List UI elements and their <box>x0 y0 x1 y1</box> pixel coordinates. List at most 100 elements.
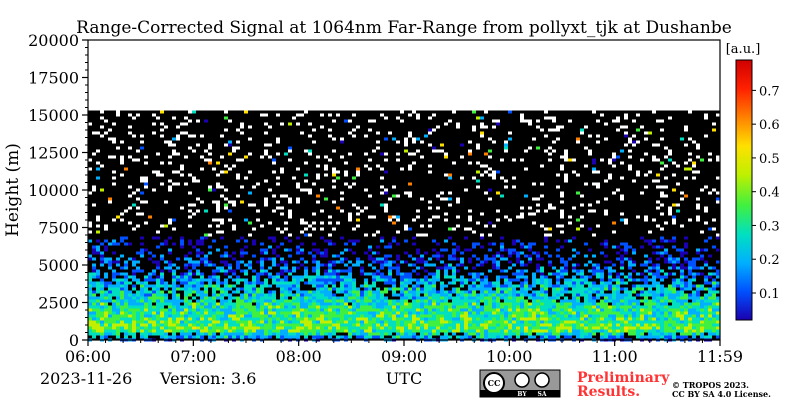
heatmap-cell <box>452 242 456 246</box>
heatmap-cell <box>160 224 164 228</box>
heatmap-cell <box>248 305 252 309</box>
heatmap-cell <box>156 329 160 333</box>
heatmap-cell <box>252 269 256 273</box>
heatmap-cell <box>128 125 132 129</box>
heatmap-cell <box>112 155 116 159</box>
heatmap-cell <box>264 257 268 261</box>
heatmap-cell <box>564 278 568 282</box>
heatmap-cell <box>516 314 520 318</box>
heatmap-cell <box>372 266 376 270</box>
heatmap-cell <box>256 305 260 309</box>
heatmap-cell <box>648 335 652 339</box>
heatmap-cell <box>124 167 128 171</box>
heatmap-cell <box>252 287 256 291</box>
heatmap-cell <box>160 284 164 288</box>
heatmap-cell <box>100 320 104 324</box>
heatmap-cell <box>492 326 496 330</box>
heatmap-cell <box>388 263 392 267</box>
heatmap-cell <box>324 197 328 201</box>
heatmap-cell <box>352 203 356 207</box>
heatmap-cell <box>140 248 144 252</box>
heatmap-cell <box>180 278 184 282</box>
heatmap-cell <box>192 335 196 339</box>
heatmap-cell <box>444 173 448 177</box>
heatmap-cell <box>568 221 572 225</box>
heatmap-cell <box>116 260 120 264</box>
heatmap-cell <box>432 146 436 150</box>
heatmap-cell <box>108 263 112 267</box>
heatmap-cell <box>592 281 596 285</box>
heatmap-cell <box>408 134 412 138</box>
heatmap-cell <box>560 257 564 261</box>
heatmap-cell <box>684 161 688 165</box>
heatmap-cell <box>500 287 504 291</box>
heatmap-cell <box>148 251 152 255</box>
heatmap-cell <box>416 317 420 321</box>
heatmap-cell <box>448 290 452 294</box>
heatmap-cell <box>688 272 692 276</box>
heatmap-cell <box>528 314 532 318</box>
heatmap-cell <box>432 293 436 297</box>
heatmap-cell <box>572 314 576 318</box>
heatmap-cell <box>184 284 188 288</box>
heatmap-cell <box>160 290 164 294</box>
heatmap-cell <box>644 185 648 189</box>
heatmap-cell <box>400 320 404 324</box>
heatmap-cell <box>380 266 384 270</box>
heatmap-cell <box>232 146 236 150</box>
heatmap-cell <box>596 308 600 312</box>
heatmap-cell <box>156 236 160 240</box>
heatmap-cell <box>648 314 652 318</box>
heatmap-cell <box>476 143 480 147</box>
heatmap-cell <box>256 314 260 318</box>
heatmap-cell <box>660 185 664 189</box>
heatmap-cell <box>660 326 664 330</box>
heatmap-cell <box>200 239 204 243</box>
heatmap-cell <box>404 308 408 312</box>
heatmap-cell <box>636 326 640 330</box>
heatmap-cell <box>240 254 244 258</box>
heatmap-cell <box>352 293 356 297</box>
heatmap-cell <box>692 176 696 180</box>
heatmap-cell <box>300 275 304 279</box>
heatmap-cell <box>700 317 704 321</box>
heatmap-cell <box>120 212 124 216</box>
heatmap-cell <box>712 284 716 288</box>
heatmap-cell <box>452 278 456 282</box>
heatmap-cell <box>116 278 120 282</box>
heatmap-cell <box>500 269 504 273</box>
heatmap-cell <box>152 278 156 282</box>
heatmap-cell <box>104 308 108 312</box>
heatmap-cell <box>112 287 116 291</box>
heatmap-cell <box>304 320 308 324</box>
heatmap-cell <box>260 272 264 276</box>
heatmap-cell <box>672 260 676 264</box>
heatmap-cell <box>668 239 672 243</box>
heatmap-cell <box>248 260 252 264</box>
heatmap-cell <box>332 275 336 279</box>
heatmap-cell <box>500 305 504 309</box>
heatmap-cell <box>156 263 160 267</box>
heatmap-cell <box>312 332 316 336</box>
heatmap-cell <box>580 317 584 321</box>
heatmap-cell <box>196 248 200 252</box>
heatmap-cell <box>676 203 680 207</box>
heatmap-cell <box>200 314 204 318</box>
heatmap-cell <box>656 296 660 300</box>
heatmap-cell <box>616 329 620 333</box>
heatmap-cell <box>156 230 160 234</box>
heatmap-cell <box>276 137 280 141</box>
heatmap-cell <box>716 248 720 252</box>
heatmap-cell <box>580 287 584 291</box>
heatmap-cell <box>272 194 276 198</box>
heatmap-cell <box>332 311 336 315</box>
heatmap-cell <box>308 191 312 195</box>
heatmap-cell <box>668 308 672 312</box>
heatmap-cell <box>324 167 328 171</box>
heatmap-cell <box>716 323 720 327</box>
heatmap-cell <box>448 323 452 327</box>
heatmap-cell <box>564 266 568 270</box>
heatmap-cell <box>316 299 320 303</box>
heatmap-cell <box>716 236 720 240</box>
heatmap-cell <box>220 317 224 321</box>
